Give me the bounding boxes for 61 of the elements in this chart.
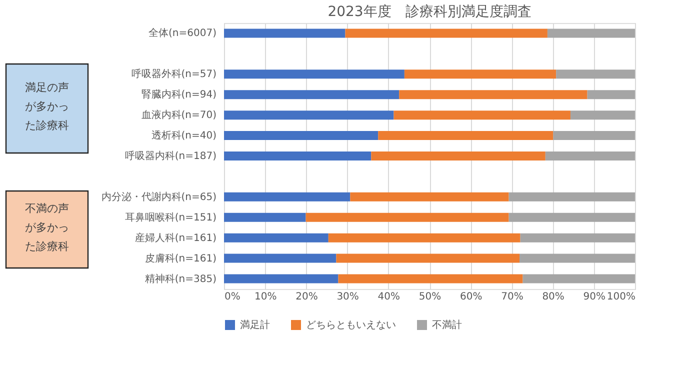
x-tick-label: 60% — [460, 292, 482, 302]
y-tick-label: 精神科(n=385) — [144, 272, 217, 285]
bar — [338, 274, 523, 284]
bar — [587, 90, 635, 100]
bar — [404, 70, 556, 79]
bar — [224, 131, 378, 140]
bar — [520, 233, 635, 242]
bar — [553, 131, 635, 140]
x-tick-label: 20% — [296, 292, 318, 302]
y-tick-label: 耳鼻咽喉科(n=151) — [124, 211, 217, 224]
bar — [224, 28, 346, 38]
bar — [224, 233, 328, 242]
x-tick-label: 10% — [254, 292, 277, 302]
bar — [224, 110, 394, 120]
y-tick-label: 皮膚科(n=161) — [144, 252, 217, 264]
bar — [328, 233, 520, 242]
bar — [224, 254, 336, 263]
y-tick-label: 血液内科(n=70) — [141, 109, 217, 122]
bar — [224, 192, 350, 202]
y-tick-label: 呼吸器内科(n=187) — [124, 150, 217, 162]
bar — [224, 212, 306, 222]
bar — [508, 212, 635, 222]
y-tick-label: 全体(n=6007) — [148, 27, 217, 40]
bar — [371, 152, 546, 160]
bar — [394, 110, 570, 120]
bar — [547, 28, 635, 38]
x-tick-label: 80% — [542, 292, 564, 302]
x-tick-label: 30% — [336, 292, 359, 302]
x-tick-label: 90% — [583, 292, 606, 302]
legend-label: どちらともいえない — [306, 320, 396, 331]
bar — [522, 274, 635, 284]
legend-label: 不満計 — [432, 319, 462, 331]
bar — [570, 110, 635, 120]
x-tick-label: 40% — [378, 292, 400, 302]
bar — [350, 192, 509, 202]
text: 満足の声が多かった診療科 — [25, 81, 69, 132]
y-tick-label: 透析科(n=40) — [151, 130, 217, 142]
x-tick-label: 100% — [606, 292, 636, 302]
bar — [224, 274, 338, 284]
text: 不満の声が多かった診療科 — [25, 202, 69, 253]
y-tick-label: 産婦人科(n=161) — [134, 232, 217, 244]
bar — [508, 192, 635, 202]
bar — [224, 70, 404, 79]
bar — [556, 70, 635, 79]
bar — [520, 254, 635, 263]
chart-title: 2023年度 診療科別満足度調査 — [328, 4, 532, 20]
bar — [399, 90, 588, 100]
x-tick-label: 70% — [501, 292, 524, 302]
y-tick-label: 内分泌・代謝内科(n=65) — [101, 190, 217, 203]
bar — [306, 212, 509, 222]
y-tick-label: 呼吸器外科(n=57) — [131, 68, 217, 80]
legend-label: 満足計 — [240, 319, 270, 331]
bar — [345, 28, 548, 38]
bar — [336, 254, 520, 263]
bar — [378, 131, 554, 140]
x-tick-label: 50% — [418, 292, 442, 302]
bar — [545, 152, 635, 160]
y-tick-label: 腎臓内科(n=94) — [141, 88, 217, 101]
x-tick-label: 0% — [224, 292, 240, 302]
bar — [224, 152, 372, 160]
bar — [224, 90, 400, 100]
